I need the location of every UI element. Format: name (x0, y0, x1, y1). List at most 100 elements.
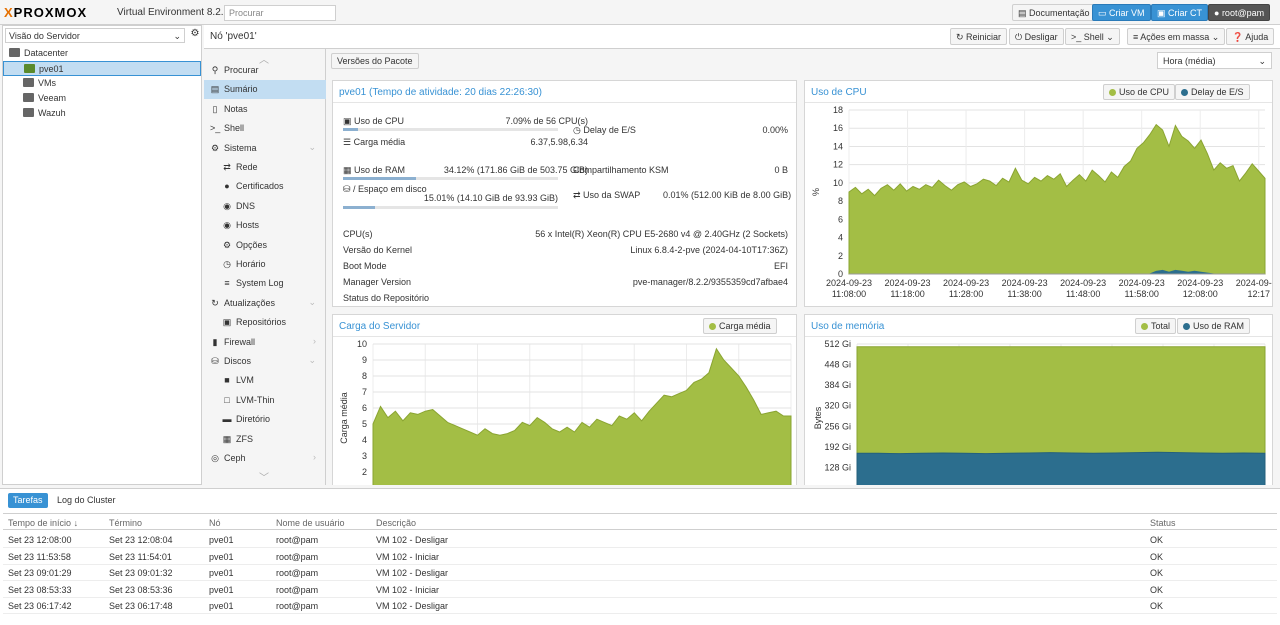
nav-item-ceph[interactable]: ◎ Ceph › (204, 449, 326, 468)
legend-total[interactable]: Total (1135, 318, 1177, 334)
tree-item-veeam[interactable]: Veeam (3, 91, 201, 106)
nav-item-procurar[interactable]: ⚲ Procurar (204, 61, 326, 80)
col-status[interactable]: Status (1150, 518, 1176, 528)
book-icon: ▤ (1018, 8, 1030, 18)
nav-item-dns[interactable]: ◉ DNS (204, 197, 326, 216)
task-row[interactable]: Set 23 12:08:00 Set 23 12:08:04 pve01 root@… (3, 531, 1277, 548)
view-selector[interactable]: Visão do Servidor ⌄ (5, 28, 185, 43)
cpu-chart-title: Uso de CPU (805, 81, 1272, 103)
task-cell: Set 23 08:53:36 (109, 584, 173, 595)
task-cell: Set 23 11:54:01 (109, 551, 172, 562)
nav-item-sumário[interactable]: ▤ Sumário (204, 80, 326, 100)
nav-item-rede[interactable]: ⇄ Rede (204, 158, 326, 177)
cpu-usage-value: 7.09% de 56 CPU(s) (505, 116, 588, 126)
task-row[interactable]: Set 23 09:01:29 Set 23 09:01:32 pve01 root@… (3, 564, 1277, 582)
y-tick-label: 10 (833, 178, 843, 188)
legend-io-delay[interactable]: Delay de E/S (1175, 84, 1250, 100)
nav-item-discos[interactable]: ⛁ Discos ⌄ (204, 352, 326, 371)
legend-cpu-usage[interactable]: Uso de CPU (1103, 84, 1176, 100)
nav-item-repositórios[interactable]: ▣ Repositórios (204, 313, 326, 332)
nav-item-system-log[interactable]: ≡ System Log (204, 274, 326, 293)
memory-chart-title: Uso de memória (805, 315, 1272, 337)
tree-item-vms[interactable]: VMs (3, 76, 201, 91)
nav-item-certificados[interactable]: ● Certificados (204, 177, 326, 196)
shell-button[interactable]: >_ Shell ⌄ (1065, 28, 1120, 45)
chevron-down-icon[interactable]: ⌄ (308, 355, 316, 365)
user-menu-button[interactable]: ● root@pam (1208, 4, 1271, 21)
bulk-actions-button[interactable]: ≡ Ações em massa ⌄ (1127, 28, 1226, 45)
create-ct-button[interactable]: ▣ Criar CT (1151, 4, 1209, 21)
chevron-right-icon[interactable]: › (313, 335, 316, 346)
tab-tasks[interactable]: Tarefas (8, 493, 48, 508)
nav-icon: □ (224, 394, 230, 405)
terminal-icon: >_ (1071, 32, 1084, 42)
scroll-down-icon[interactable]: ﹀ (259, 473, 269, 484)
col-description[interactable]: Descrição (376, 518, 417, 528)
shutdown-button[interactable]: ⏻ Desligar (1009, 28, 1064, 45)
chevron-down-icon: ⌄ (173, 31, 181, 41)
tree-item-pve01[interactable]: pve01 (3, 61, 201, 76)
gear-icon[interactable]: ⚙ (190, 28, 200, 39)
col-end-time[interactable]: Término (109, 518, 143, 528)
search-input[interactable]: Procurar (224, 5, 336, 21)
nav-label: Horário (236, 259, 266, 269)
task-row[interactable]: Set 23 06:17:42 Set 23 06:17:48 pve01 root@… (3, 597, 1277, 615)
x-tick-label: 12:08:00 (1183, 289, 1218, 299)
documentation-button[interactable]: ▤ Documentação (1012, 4, 1096, 21)
summary-content: Versões do Pacote Hora (média) ⌄ pve01 (T… (327, 49, 1280, 485)
chevron-down-icon: ⌄ (1258, 56, 1266, 66)
col-node[interactable]: Nó (209, 518, 221, 528)
scroll-up-icon[interactable]: ︿ (259, 55, 269, 66)
chevron-right-icon[interactable]: › (313, 452, 316, 462)
restart-button[interactable]: ↻ Reiniciar (950, 28, 1008, 45)
create-vm-button[interactable]: ▭ Criar VM (1092, 4, 1151, 21)
load-chart-title: Carga do Servidor (333, 315, 796, 337)
col-start-time[interactable]: Tempo de início ↓ (8, 518, 79, 528)
nav-item-atualizações[interactable]: ↻ Atualizações ⌄ (204, 294, 326, 313)
nav-icon: ◎ (211, 453, 219, 463)
y-tick-label: 0 (838, 269, 843, 279)
chevron-down-icon[interactable]: ⌄ (308, 296, 316, 307)
tag-icon (23, 78, 34, 87)
nav-icon: ▣ (222, 317, 232, 328)
nav-item-opções[interactable]: ⚙ Opções (204, 236, 326, 255)
nav-item-diretório[interactable]: ▬ Diretório (204, 410, 326, 429)
nav-item-notas[interactable]: ▯ Notas (204, 100, 326, 119)
task-cell: root@pam (276, 584, 319, 595)
legend-load-average[interactable]: Carga média (703, 318, 777, 334)
chevron-down-icon[interactable]: ⌄ (308, 141, 316, 152)
task-cell: VM 102 - Iniciar (376, 551, 440, 562)
nav-item-horário[interactable]: ◷ Horário (204, 255, 326, 274)
y-tick-label: 8 (362, 371, 367, 381)
nav-item-lvm[interactable]: ■ LVM (204, 371, 326, 390)
top-header: XPROXMOX Virtual Environment 8.2.2 Procu… (0, 0, 1280, 25)
task-row[interactable]: Set 23 11:53:58 Set 23 11:54:01 pve01 root@… (3, 548, 1277, 565)
legend-ram-usage[interactable]: Uso de RAM (1177, 318, 1251, 334)
swap-usage-label: ⇄ Uso da SWAP (573, 190, 641, 200)
tree-item-wazuh[interactable]: Wazuh (3, 106, 201, 121)
nav-item-shell[interactable]: >_ Shell (204, 119, 326, 138)
nav-label: Repositórios (236, 317, 287, 328)
cpu-chart: 0246810121416182024-09-2311:08:002024-09… (811, 105, 1272, 299)
nav-item-hosts[interactable]: ◉ Hosts (204, 216, 326, 235)
task-cell: pve01 (209, 535, 234, 545)
nav-item-zfs[interactable]: ▦ ZFS (204, 430, 326, 449)
help-button[interactable]: ❓ Ajuda (1226, 28, 1275, 45)
col-username[interactable]: Nome de usuário (276, 518, 345, 528)
timeframe-select[interactable]: Hora (média) ⌄ (1157, 52, 1272, 69)
tab-cluster-log[interactable]: Log do Cluster (57, 495, 116, 505)
task-row[interactable]: Set 23 08:53:33 Set 23 08:53:36 pve01 root@… (3, 581, 1277, 598)
nav-icon: ▮ (212, 336, 218, 347)
nav-item-firewall[interactable]: ▮ Firewall › (204, 333, 326, 352)
y-tick-label: 2 (838, 251, 843, 261)
y-tick-label: 5 (362, 419, 367, 429)
nav-item-lvm-thin[interactable]: □ LVM-Thin (204, 391, 326, 410)
tag-icon (23, 93, 34, 102)
task-cell: pve01 (209, 601, 234, 612)
nav-label: System Log (236, 278, 284, 289)
cpus-label: CPU(s) (343, 229, 373, 239)
tree-item-datacenter[interactable]: Datacenter (3, 46, 201, 61)
nav-item-sistema[interactable]: ⚙ Sistema ⌄ (204, 139, 326, 158)
package-versions-button[interactable]: Versões do Pacote (331, 53, 419, 69)
task-cell: OK (1150, 601, 1164, 612)
